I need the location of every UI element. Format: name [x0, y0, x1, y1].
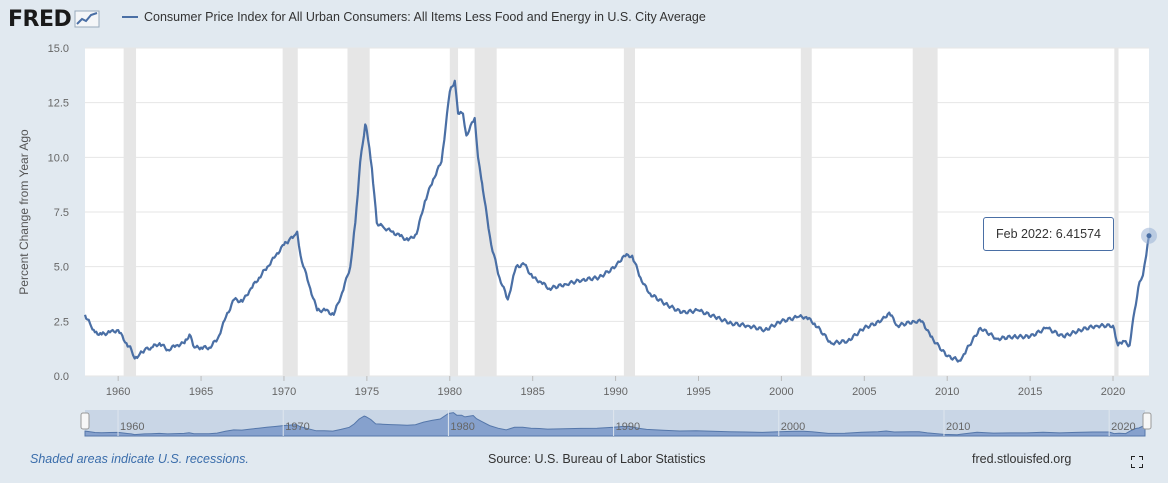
tooltip-separator: :: [1048, 227, 1053, 241]
navigator-left-handle[interactable]: [80, 412, 90, 430]
tooltip-date: Feb 2022: [996, 227, 1049, 241]
fred-graph-icon: [74, 10, 100, 28]
y-tick-label: 5.0: [54, 262, 69, 274]
x-tick-label: 1990: [603, 386, 627, 398]
recession-note[interactable]: Shaded areas indicate U.S. recessions.: [30, 452, 249, 466]
data-tooltip: Feb 2022: 6.41574: [983, 217, 1114, 251]
y-tick-label: 0.0: [54, 371, 69, 383]
tooltip-value: 6.41574: [1055, 227, 1101, 241]
fullscreen-icon[interactable]: [1131, 456, 1143, 468]
legend-swatch: [122, 16, 138, 18]
x-tick-label: 1965: [189, 386, 213, 398]
x-tick-label: 2010: [935, 386, 959, 398]
chart-legend[interactable]: Consumer Price Index for All Urban Consu…: [122, 10, 706, 24]
x-tick-label: 2000: [769, 386, 793, 398]
y-tick-label: 7.5: [54, 207, 69, 219]
y-tick-label: 12.5: [48, 98, 69, 110]
navigator-tick-label: 1960: [120, 421, 144, 433]
x-tick-label: 2005: [852, 386, 876, 398]
navigator-tick-label: 2000: [781, 421, 805, 433]
x-tick-label: 1975: [355, 386, 379, 398]
series-line[interactable]: [83, 79, 1151, 363]
y-tick-label: 2.5: [54, 316, 69, 328]
y-tick-label: 10.0: [48, 152, 69, 164]
site-link[interactable]: fred.stlouisfed.org: [972, 452, 1072, 466]
y-tick-label: 15.0: [48, 43, 69, 55]
navigator-axis: 1960 1970 1980 1990 2000 2010 2020: [117, 410, 1136, 436]
navigator-area: [84, 412, 1146, 437]
x-tick-label: 1970: [272, 386, 296, 398]
x-tick-label: 2020: [1101, 386, 1125, 398]
navigator-right-handle[interactable]: [1142, 412, 1152, 430]
navigator-tick-label: 1970: [285, 421, 309, 433]
legend-label: Consumer Price Index for All Urban Consu…: [144, 10, 706, 24]
y-axis-label: Percent Change from Year Ago: [17, 129, 31, 295]
x-tick-label: 1960: [106, 386, 130, 398]
grid-layer: [85, 47, 1149, 377]
fred-logo[interactable]: FRED: [8, 6, 100, 32]
fred-logo-text: FRED: [8, 6, 72, 32]
navigator-tick-label: 1980: [450, 421, 474, 433]
navigator-tick-label: 1990: [616, 421, 640, 433]
x-tick-label: 1985: [520, 386, 544, 398]
y-axis: 0.0 2.5 5.0 7.5 10.0 12.5 15.0: [48, 43, 69, 383]
x-axis: 1960 1965 1970 1975 1980 1985 1990 1995 2000 2005…: [106, 376, 1125, 398]
navigator-tick-label: 2020: [1111, 421, 1135, 433]
navigator-tick-label: 2010: [946, 421, 970, 433]
x-tick-label: 1995: [686, 386, 710, 398]
x-tick-label: 2015: [1018, 386, 1042, 398]
source-label: Source: U.S. Bureau of Labor Statistics: [488, 452, 706, 466]
x-tick-label: 1980: [438, 386, 462, 398]
last-point-marker[interactable]: [1146, 233, 1152, 239]
